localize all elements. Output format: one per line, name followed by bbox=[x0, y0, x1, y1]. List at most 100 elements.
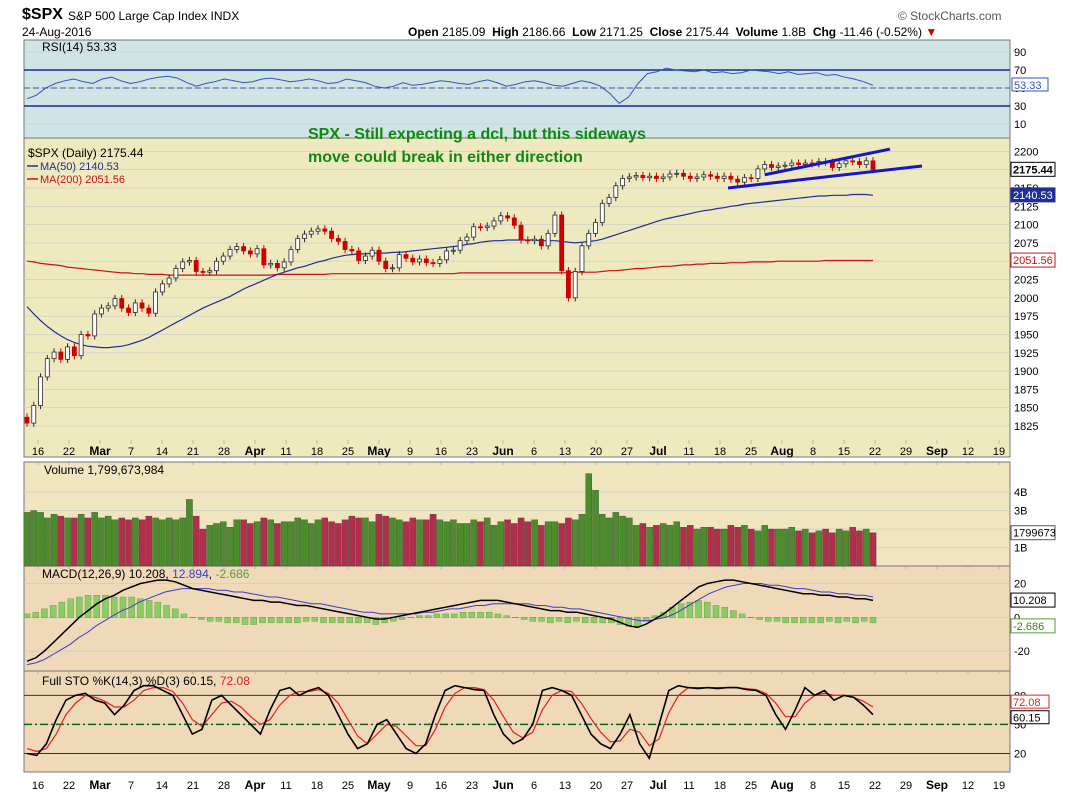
x-tick-label: 25 bbox=[342, 780, 354, 792]
volume-bar bbox=[213, 523, 220, 567]
macd-histogram-bar bbox=[58, 601, 66, 619]
x-tick-label: 29 bbox=[900, 780, 912, 792]
y-tick-price: 1850 bbox=[1014, 403, 1038, 415]
volume-bar bbox=[71, 517, 78, 567]
x-tick-label: 28 bbox=[218, 446, 230, 458]
y-tick-volume: 4B bbox=[1014, 487, 1027, 499]
candle bbox=[755, 168, 761, 179]
candle bbox=[484, 225, 490, 228]
close-value: 2175.44 bbox=[685, 25, 729, 39]
panel-price bbox=[23, 137, 1011, 458]
volume-last-value-label: 1799673 bbox=[1013, 528, 1056, 540]
macd-histogram-bar bbox=[198, 617, 205, 620]
price-last-value-label: 2175.44 bbox=[1013, 164, 1054, 176]
candle bbox=[633, 175, 639, 178]
price-last-value-box bbox=[1010, 161, 1056, 177]
volume-bar bbox=[335, 523, 342, 567]
volume-bar bbox=[531, 519, 538, 567]
candle bbox=[606, 197, 612, 204]
volume-bar bbox=[57, 515, 65, 567]
candle bbox=[478, 226, 483, 229]
volume-bar bbox=[585, 473, 592, 567]
channel-lower-trendline bbox=[727, 164, 923, 190]
candle bbox=[857, 161, 862, 165]
volume-bar bbox=[646, 527, 653, 567]
x-tick-label: 12 bbox=[962, 446, 974, 458]
open-value: 2185.09 bbox=[442, 25, 486, 39]
volume-bar bbox=[862, 528, 870, 567]
macd-histogram-bar bbox=[145, 600, 153, 619]
index-subtitle: S&P 500 Large Cap Index INDX bbox=[68, 9, 240, 23]
candle bbox=[78, 334, 84, 357]
macd-histogram-bar bbox=[276, 617, 284, 624]
volume-bar bbox=[314, 519, 322, 567]
macd-histogram-bar bbox=[599, 617, 606, 624]
macd-histogram-bar bbox=[294, 617, 301, 624]
sto-title: Full STO %K(14,3) %D(3) 60.15, 72.08 bbox=[42, 674, 250, 688]
x-tick-label: Apr bbox=[245, 778, 266, 792]
volume-bar bbox=[673, 521, 680, 567]
macd-histogram-bar bbox=[773, 617, 781, 622]
candle bbox=[566, 270, 571, 299]
volume-bar bbox=[37, 512, 44, 567]
y-tick-price: 2125 bbox=[1014, 201, 1038, 213]
x-tick-label: 18 bbox=[714, 446, 726, 458]
candle bbox=[620, 178, 625, 187]
macd-histogram-bar bbox=[721, 606, 728, 619]
volume-bar bbox=[429, 514, 437, 567]
volume-bar bbox=[186, 499, 193, 567]
candle bbox=[65, 346, 71, 360]
candle bbox=[396, 254, 402, 269]
price-panel-title: $SPX (Daily) 2175.44 bbox=[28, 146, 144, 160]
macd-histogram-bar bbox=[861, 617, 868, 622]
candle bbox=[410, 257, 416, 263]
macd-histogram-bar bbox=[233, 617, 240, 624]
y-tick-price: 2000 bbox=[1014, 293, 1038, 305]
candle bbox=[390, 267, 395, 270]
candle bbox=[708, 174, 713, 177]
y-tick-price: 2175 bbox=[1014, 165, 1038, 177]
candle bbox=[660, 176, 666, 179]
volume-bar bbox=[382, 515, 389, 567]
volume-bar bbox=[659, 523, 667, 567]
candle bbox=[505, 215, 510, 219]
chart-date: 24-Aug-2016 bbox=[22, 25, 92, 39]
y-tick-price: 2200 bbox=[1014, 146, 1038, 158]
x-tick-label: 22 bbox=[869, 780, 881, 792]
x-tick-label: 6 bbox=[531, 780, 537, 792]
volume-bar bbox=[416, 519, 423, 567]
macd-histogram-bar bbox=[686, 601, 694, 619]
macd-histogram-bar bbox=[738, 613, 746, 619]
rsi-line bbox=[26, 67, 874, 104]
macd-histogram-bar bbox=[259, 617, 266, 624]
macd-histogram-bar bbox=[634, 617, 641, 627]
volume-bar bbox=[341, 519, 349, 567]
low-value: 2171.25 bbox=[599, 25, 643, 39]
macd-histogram-bar bbox=[119, 596, 127, 619]
candle bbox=[166, 277, 172, 285]
candle bbox=[545, 232, 551, 247]
macd-histogram-bar bbox=[834, 617, 842, 624]
volume-bar bbox=[253, 521, 261, 567]
macd-histogram-bar bbox=[241, 617, 249, 625]
candle bbox=[281, 261, 287, 269]
macd-histogram-bar bbox=[398, 617, 406, 620]
candle bbox=[349, 249, 355, 252]
macd-histogram-bar bbox=[381, 617, 388, 624]
chg-label: Chg bbox=[812, 25, 837, 39]
x-tick-label: Sep bbox=[926, 778, 948, 792]
macd-histogram-bar bbox=[224, 617, 231, 624]
x-tick-label: 22 bbox=[63, 780, 75, 792]
macd-histogram-bar bbox=[111, 596, 118, 619]
macd-signal-line bbox=[26, 583, 874, 666]
volume-bar bbox=[497, 521, 505, 567]
macd-histogram-bar bbox=[782, 617, 789, 624]
x-tick-label: Apr bbox=[245, 444, 266, 458]
x-tick-label: 25 bbox=[745, 780, 757, 792]
open-label: Open bbox=[408, 25, 439, 39]
volume-bar bbox=[145, 515, 153, 567]
x-tick-label: 13 bbox=[559, 446, 571, 458]
candle bbox=[552, 214, 558, 234]
candle bbox=[647, 175, 653, 179]
macd-histogram-bar bbox=[424, 615, 432, 619]
